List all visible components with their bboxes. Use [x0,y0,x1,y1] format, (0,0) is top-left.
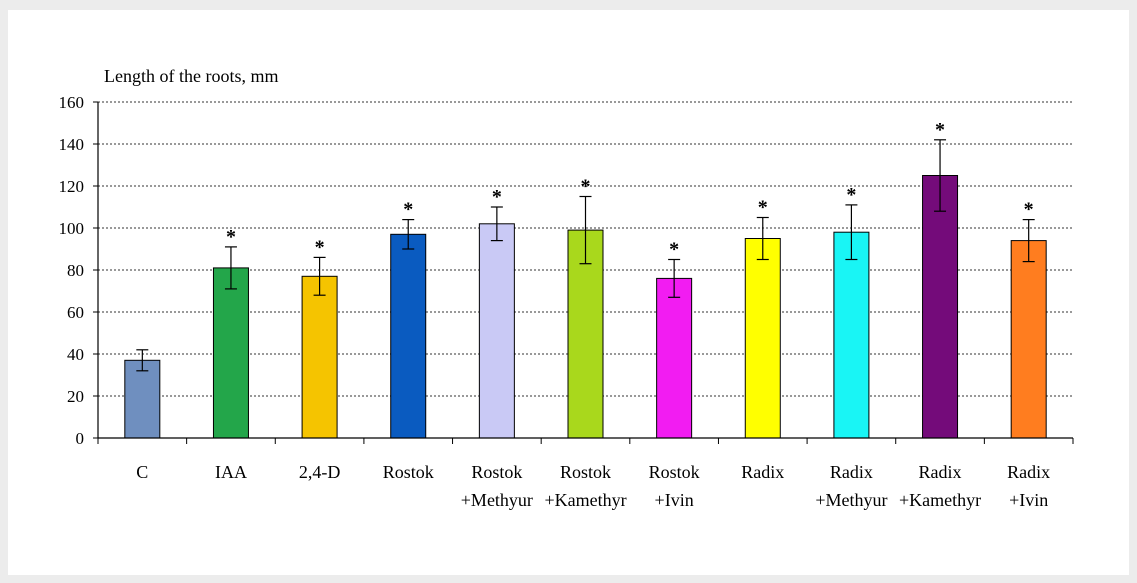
x-category-label: +Methyur [815,490,887,510]
bar [656,277,693,439]
x-category-label: Rostok [649,462,700,482]
bar [922,175,959,439]
x-category-label: +Methyur [461,490,533,510]
bar [833,231,870,439]
x-category-label: +Ivin [655,490,694,510]
x-category-label: IAA [215,462,247,482]
x-category-label: +Kamethyr [899,490,981,510]
bar [1010,240,1047,439]
bar [390,233,427,439]
y-tick-label: 140 [59,135,85,154]
y-tick-label: 100 [59,219,85,238]
significance-star: * [1024,199,1034,221]
x-category-label: Radix [741,462,784,482]
bars: * * * * * * * * * * [124,119,1047,439]
bar [212,267,249,439]
significance-star: * [492,186,502,208]
significance-star: * [669,239,679,261]
bar-chart: * * * * * * * * * * 0 20 40 60 80 100 120 140 160 C IAA 2,4… [59,66,1074,510]
x-category-label: +Ivin [1009,490,1048,510]
significance-star: * [315,236,325,258]
grid-lines [98,101,1073,397]
chart-panel: * * * * * * * * * * 0 20 40 60 80 100 120 140 160 C IAA 2,4… [8,10,1129,575]
y-tick-label: 120 [59,177,85,196]
bar [478,223,515,439]
y-tick-label: 0 [76,429,85,448]
bar [301,275,338,439]
y-axis-title: Length of the roots, mm [104,66,278,86]
significance-star: * [403,199,413,221]
bar [124,359,161,439]
significance-star: * [226,226,236,248]
x-category-label: Rostok [383,462,434,482]
significance-star: * [935,119,945,141]
x-category-label: Rostok [471,462,522,482]
x-category-labels: C IAA 2,4-D Rostok Rostok +Methyur Rostok +Kame… [136,462,1050,510]
x-category-label: 2,4-D [299,462,341,482]
significance-star: * [846,184,856,206]
y-tick-label: 40 [67,345,84,364]
x-category-label: C [136,462,148,482]
bar [744,238,781,439]
x-category-label: Radix [1007,462,1050,482]
y-tick-labels: 0 20 40 60 80 100 120 140 160 [59,93,1074,448]
x-category-label: Radix [830,462,873,482]
x-category-label: Radix [919,462,962,482]
y-tick-label: 160 [59,93,85,112]
y-tick-label: 80 [67,261,84,280]
y-tick-label: 20 [67,387,84,406]
x-category-label: +Kamethyr [544,490,626,510]
significance-star: * [758,197,768,219]
y-tick-label: 60 [67,303,84,322]
x-category-label: Rostok [560,462,611,482]
significance-star: * [581,176,591,198]
